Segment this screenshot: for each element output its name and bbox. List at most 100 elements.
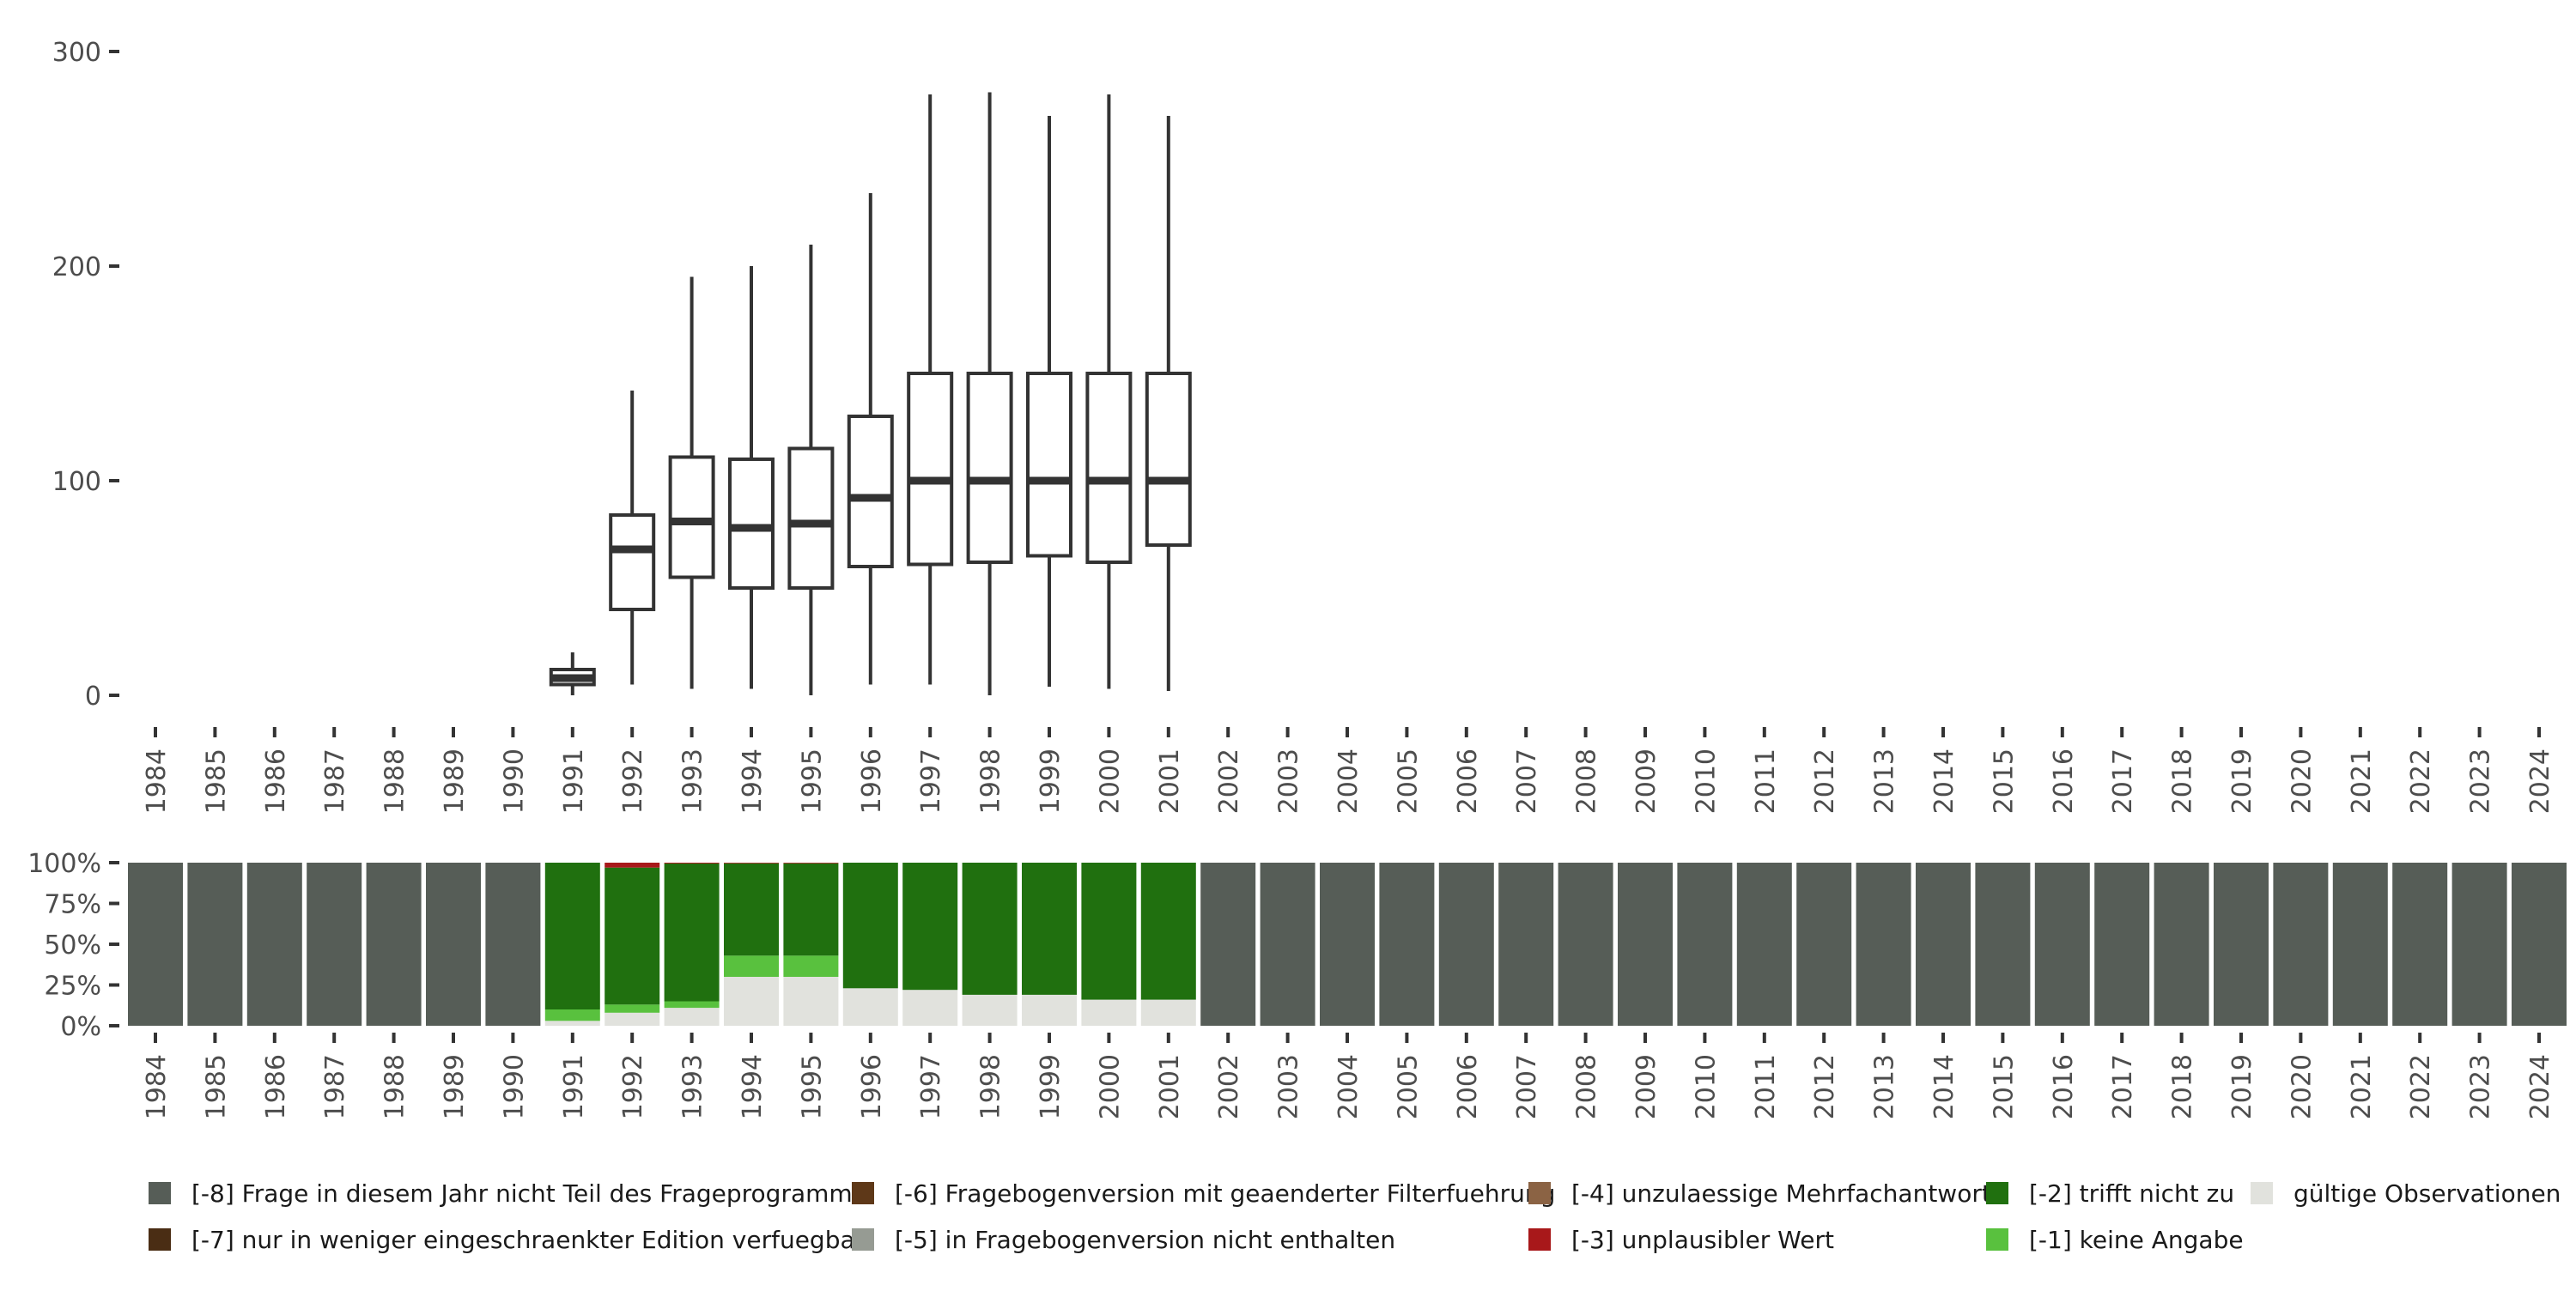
x-tick-label: 1986	[261, 1054, 291, 1119]
x-tick-label: 1989	[440, 749, 470, 814]
x-tick-label: 2003	[1274, 1054, 1304, 1119]
bar-1992	[605, 863, 660, 1026]
x-tick-label: 2012	[1810, 749, 1840, 814]
legend-item: [-1] keine Angabe	[1986, 1226, 2244, 1254]
x-tick-label: 1995	[797, 749, 827, 814]
bar-2013	[1856, 863, 1911, 1026]
legend-item: [-8] Frage in diesem Jahr nicht Teil des…	[149, 1179, 865, 1208]
legend-label: gültige Observationen	[2293, 1179, 2561, 1208]
bar-segment	[128, 863, 183, 1026]
bar-1995	[783, 863, 839, 1026]
x-tick-label: 2022	[2406, 1054, 2436, 1119]
x-tick-label: 1989	[440, 1054, 470, 1119]
x-tick-label: 1990	[499, 1054, 529, 1119]
x-tick-label: 1985	[201, 749, 231, 814]
x-tick-label: 2005	[1393, 1054, 1423, 1119]
box-2001	[1145, 116, 1192, 691]
y-tick-label: 100	[52, 467, 101, 497]
bar-2009	[1618, 863, 1673, 1026]
legend-label: [-8] Frage in diesem Jahr nicht Teil des…	[191, 1179, 865, 1208]
y-tick-label: 200	[52, 252, 101, 282]
x-tick-label: 1994	[738, 1054, 768, 1119]
x-tick-label: 2014	[1929, 749, 1959, 814]
bar-1994	[724, 863, 779, 1026]
bar-1991	[544, 863, 600, 1026]
bar-segment	[544, 1009, 600, 1021]
bar-2004	[1320, 863, 1375, 1026]
bar-2008	[1558, 863, 1613, 1026]
bar-segment	[783, 977, 839, 1026]
bar-segment	[1438, 863, 1494, 1026]
x-tick-label: 2015	[1989, 1054, 2019, 1119]
bar-2011	[1736, 863, 1792, 1026]
x-tick-label: 1992	[618, 749, 648, 814]
bar-segment	[724, 977, 779, 1026]
x-tick-label: 2006	[1453, 1054, 1483, 1119]
bar-1989	[426, 863, 481, 1026]
bar-2012	[1796, 863, 1852, 1026]
y-tick-label: 0	[85, 682, 101, 712]
legend-swatch	[1986, 1182, 2008, 1204]
bar-segment	[2332, 863, 2388, 1026]
bar-segment	[1081, 863, 1137, 1000]
x-tick-label: 2009	[1631, 1054, 1662, 1119]
box-body	[847, 415, 894, 568]
box-1996	[847, 193, 894, 685]
x-tick-label: 2024	[2525, 749, 2555, 814]
bar-2005	[1379, 863, 1435, 1026]
x-tick-label: 1997	[916, 1054, 946, 1119]
bar-1999	[1022, 863, 1077, 1026]
box-1997	[907, 94, 954, 685]
bar-segment	[2214, 863, 2269, 1026]
legend-label: [-1] keine Angabe	[2029, 1226, 2244, 1254]
x-tick-label: 2000	[1095, 1054, 1125, 1119]
x-tick-label: 1987	[320, 1054, 350, 1119]
x-tick-label: 1984	[142, 1054, 172, 1119]
bar-1988	[366, 863, 422, 1026]
box-body	[1085, 372, 1133, 564]
x-tick-label: 2023	[2466, 1054, 2496, 1119]
bar-segment	[605, 1004, 660, 1013]
legend-swatch	[852, 1182, 874, 1204]
bar-segment	[724, 863, 779, 956]
box-body	[668, 455, 715, 579]
x-tick-label: 1985	[201, 1054, 231, 1119]
bar-2018	[2154, 863, 2209, 1026]
x-tick-label: 2017	[2108, 749, 2138, 814]
bar-segment	[187, 863, 243, 1026]
x-tick-label: 2008	[1572, 1054, 1602, 1119]
bar-segment	[1022, 994, 1077, 1026]
bar-segment	[2273, 863, 2329, 1026]
bar-segment	[1618, 863, 1673, 1026]
x-tick-label: 1999	[1036, 749, 1066, 814]
x-tick-label: 1991	[559, 1054, 589, 1119]
legend: [-8] Frage in diesem Jahr nicht Teil des…	[149, 1179, 2561, 1254]
bar-segment	[2154, 863, 2209, 1026]
bar-segment	[1140, 999, 1196, 1026]
x-tick-label: 1996	[857, 749, 887, 814]
y-tick-label: 300	[52, 38, 101, 68]
x-tick-label: 1994	[738, 749, 768, 814]
x-tick-label: 2021	[2347, 749, 2377, 814]
legend-swatch	[149, 1182, 171, 1204]
x-tick-label: 2014	[1929, 1054, 1959, 1119]
bar-segment	[426, 863, 481, 1026]
bar-1987	[307, 863, 362, 1026]
bar-segment	[902, 863, 958, 991]
bar-segment	[1140, 863, 1196, 1000]
y-tick-label: 25%	[44, 972, 101, 1002]
bar-segment	[1081, 999, 1137, 1026]
x-tick-label: 1993	[678, 1054, 708, 1119]
bar-segment	[783, 863, 839, 864]
x-tick-label: 2018	[2168, 749, 2198, 814]
bar-segment	[842, 863, 898, 989]
legend-swatch	[2251, 1182, 2273, 1204]
x-tick-label: 2011	[1751, 1054, 1781, 1119]
bar-segment	[1260, 863, 1315, 1026]
legend-label: [-7] nur in weniger eingeschraenkter Edi…	[191, 1226, 866, 1254]
bar-segment	[366, 863, 422, 1026]
bar-segment	[842, 988, 898, 1026]
y-tick-label: 100%	[27, 849, 101, 879]
bar-segment	[307, 863, 362, 1026]
x-tick-label: 2007	[1512, 749, 1542, 814]
